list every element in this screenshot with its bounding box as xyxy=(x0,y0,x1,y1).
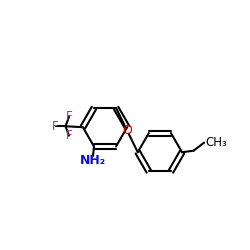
Text: F: F xyxy=(66,129,72,142)
Text: O: O xyxy=(122,124,132,137)
Text: NH₂: NH₂ xyxy=(80,154,106,167)
Text: CH₃: CH₃ xyxy=(205,136,227,149)
Text: F: F xyxy=(66,110,72,123)
Text: F: F xyxy=(52,120,59,133)
